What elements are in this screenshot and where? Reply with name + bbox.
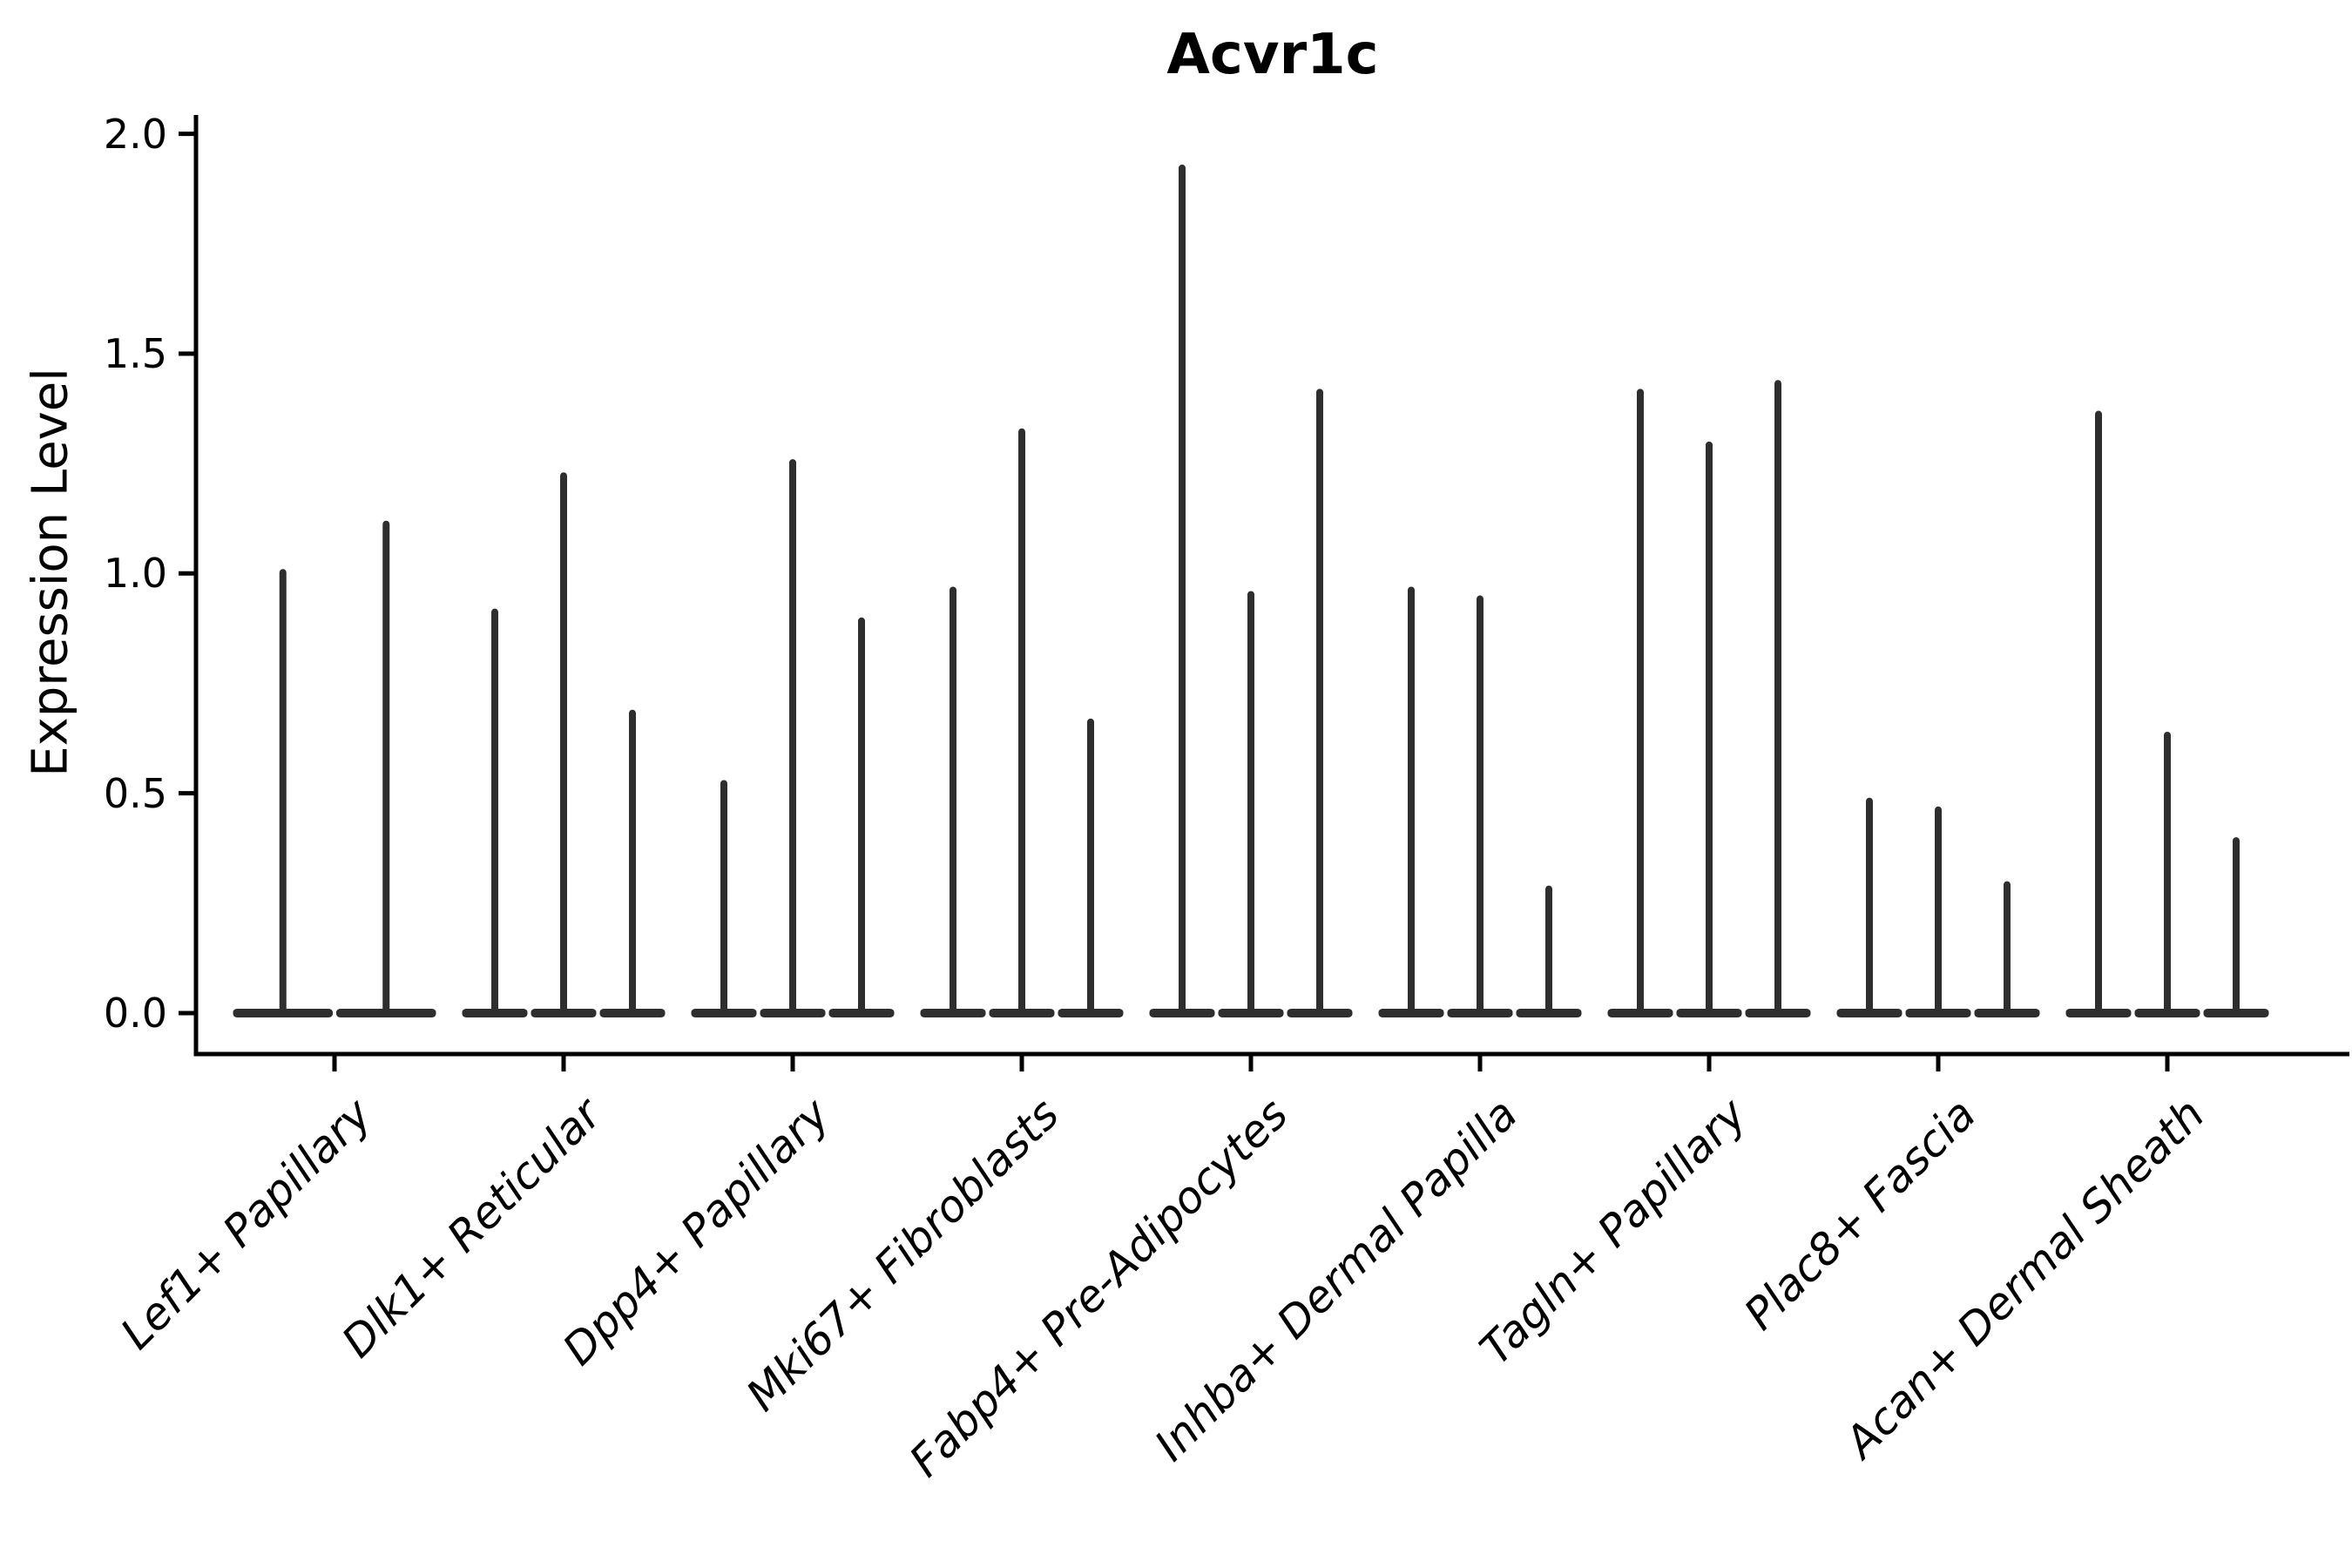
violin-spike: [720, 780, 727, 1015]
y-tick-label: 0.5: [103, 769, 167, 817]
violin-spike: [1316, 389, 1323, 1015]
violin-spike: [560, 472, 567, 1015]
violin-spike: [279, 569, 287, 1015]
violin-spike: [629, 709, 636, 1015]
violin-spike: [950, 586, 956, 1015]
y-tick-label: 1.5: [103, 329, 167, 377]
violin-spike: [2164, 731, 2171, 1015]
violin-spike: [1087, 718, 1094, 1015]
violin-spike: [1477, 595, 1484, 1015]
violin-spike: [1018, 428, 1025, 1015]
violin-spike: [491, 608, 498, 1015]
violin-spike: [2004, 881, 2011, 1015]
y-tick-label: 1.0: [103, 550, 167, 598]
plot-title: Acvr1c: [1166, 23, 1379, 87]
violin-spike: [1774, 380, 1781, 1015]
violin-spike: [1935, 806, 1942, 1015]
violin-spike: [2233, 837, 2240, 1015]
violin-spike: [1637, 389, 1644, 1015]
violin-spike: [1866, 797, 1873, 1015]
violin-spike: [1545, 885, 1552, 1015]
violin-spike: [1247, 591, 1254, 1015]
y-tick-label: 0.0: [103, 990, 167, 1037]
violin-spike: [1179, 164, 1186, 1015]
violin-spike: [382, 520, 390, 1015]
violin-spike: [2095, 410, 2102, 1015]
violin-spike: [789, 459, 796, 1015]
violin-spike: [858, 617, 865, 1015]
violin-spike: [1408, 586, 1415, 1015]
violin-spike: [1706, 441, 1713, 1015]
y-tick-label: 2.0: [103, 110, 167, 158]
